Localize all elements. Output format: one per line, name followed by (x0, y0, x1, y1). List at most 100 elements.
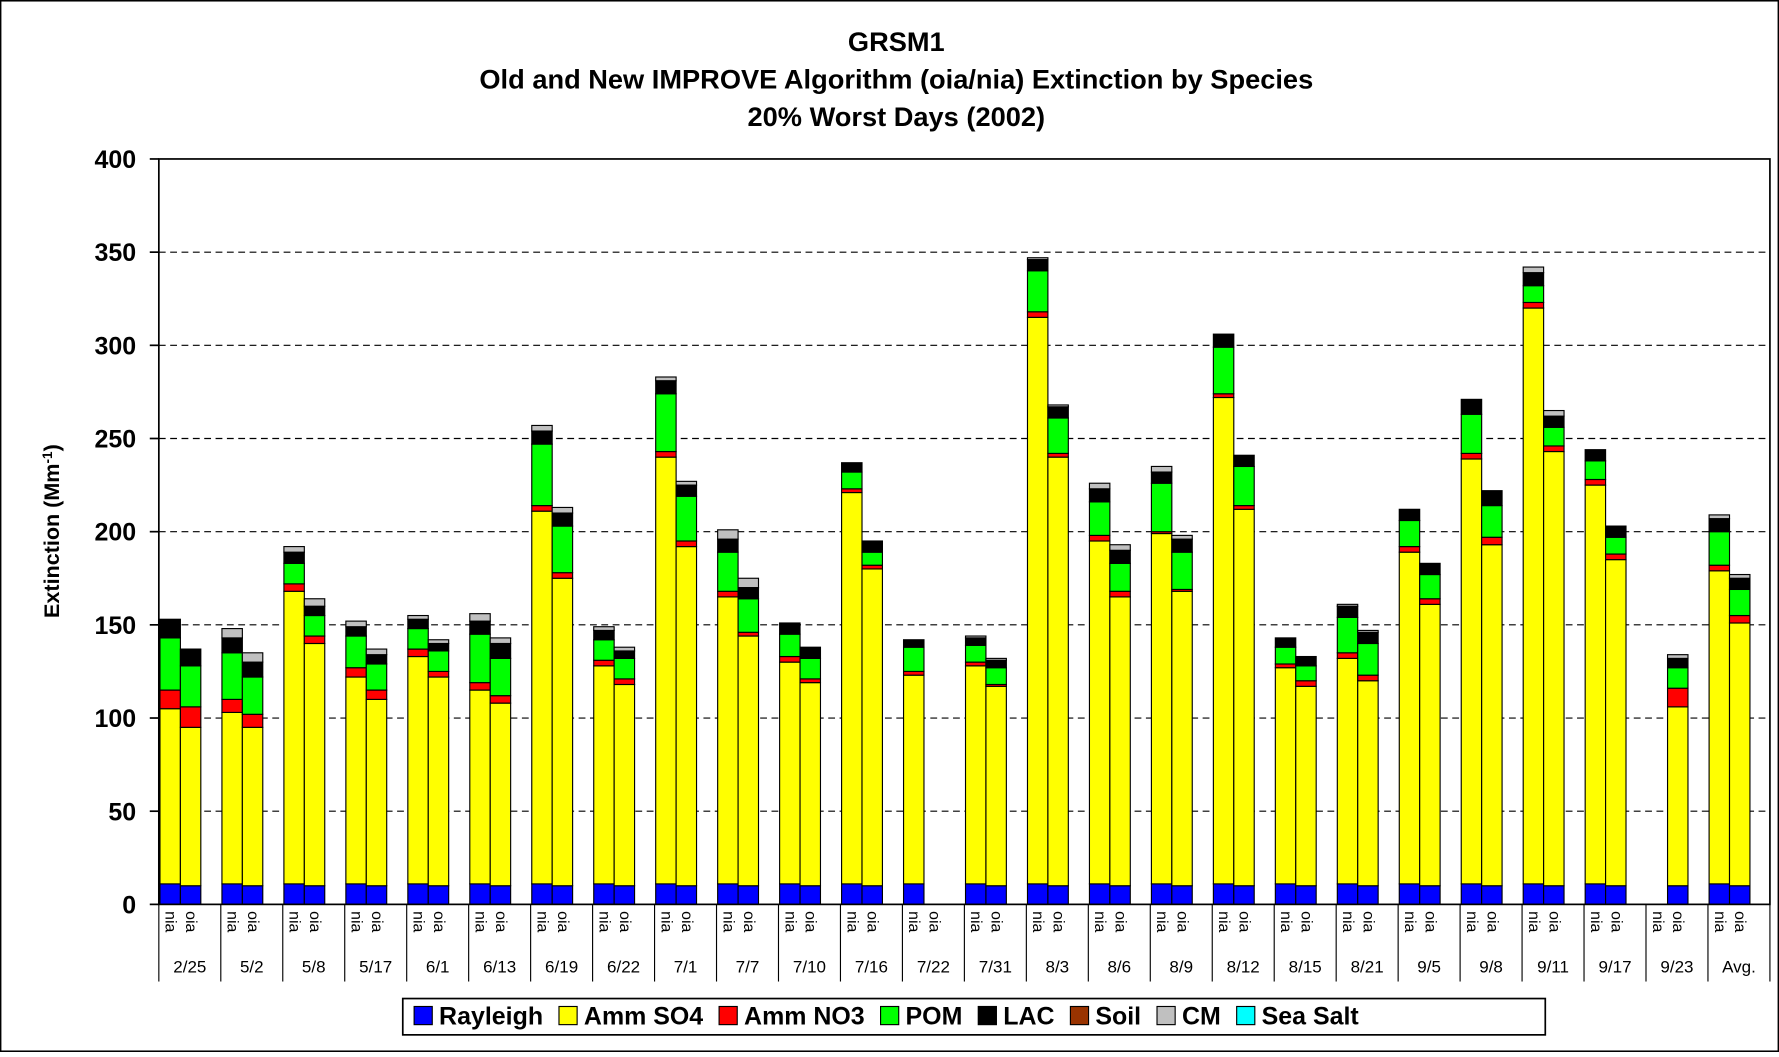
bar-segment (593, 639, 615, 661)
bar-segment (1460, 883, 1483, 905)
bar-segment (1584, 460, 1607, 481)
bar-segment (613, 678, 636, 686)
bar-segment (1336, 603, 1359, 607)
bar-segment (221, 711, 243, 885)
bar-segment (1419, 573, 1441, 600)
x-tick-label: nia (1153, 911, 1170, 932)
bar-segment (1728, 577, 1751, 591)
bar-segment (221, 637, 243, 654)
bar-segment (1047, 406, 1069, 419)
legend-label: Amm SO4 (584, 1003, 703, 1031)
group-label: 6/1 (426, 957, 450, 976)
bar-segment (1522, 301, 1545, 309)
bar-segment (1728, 885, 1751, 905)
x-tick-label: nia (533, 911, 550, 932)
x-tick-label: nia (1215, 911, 1232, 932)
group-label: 6/22 (607, 957, 640, 976)
bar-segment (1088, 488, 1111, 503)
bar-segment (841, 471, 863, 490)
bar-segment (1026, 316, 1049, 885)
legend-label: Soil (1095, 1003, 1141, 1031)
bar-segment (407, 655, 429, 885)
bar-segment (1398, 508, 1421, 522)
bar-segment (1295, 655, 1317, 667)
bar-segment (655, 393, 677, 453)
bar-segment (489, 695, 512, 704)
bar-segment (1212, 333, 1235, 348)
bar-segment (964, 637, 987, 646)
bar-segment (427, 676, 450, 887)
bar-segment (593, 626, 615, 632)
legend-label: Amm NO3 (744, 1003, 865, 1031)
group-label: 9/17 (1598, 957, 1631, 976)
bar-segment (179, 665, 202, 708)
bar-segment (179, 885, 202, 905)
x-tick-label: oia (926, 911, 943, 932)
x-tick-label: oia (616, 911, 633, 932)
bar-segment (1233, 885, 1255, 905)
bar-segment (1522, 883, 1545, 905)
bar-segment (613, 646, 636, 652)
bar-segment (1109, 562, 1131, 592)
bar-segment (531, 430, 553, 445)
bar-segment (1150, 883, 1173, 905)
bar-segment (1605, 536, 1627, 555)
bar-segment (1109, 590, 1131, 598)
bar-segment (1666, 657, 1689, 669)
bar-segment (427, 650, 450, 673)
bar-segment (1357, 885, 1379, 905)
bar-segment (551, 525, 574, 574)
group-label: 5/17 (359, 957, 392, 976)
x-tick-label: oia (1359, 911, 1376, 932)
bar-segment (799, 885, 822, 905)
bar-segment (779, 655, 801, 663)
x-tick-label: oia (554, 911, 571, 932)
x-tick-label: nia (843, 911, 860, 932)
bar-segment (1584, 478, 1607, 486)
bar-segment (1212, 396, 1235, 885)
group-label: 8/15 (1289, 957, 1322, 976)
bar-segment (1212, 346, 1235, 395)
x-tick-label: oia (492, 911, 509, 932)
x-tick-label: nia (162, 911, 179, 932)
bar-segment (655, 883, 677, 905)
bar-segment (1728, 614, 1751, 624)
x-tick-label: oia (1112, 911, 1129, 932)
y-tick-label: 200 (95, 519, 137, 547)
bar-segment (159, 689, 181, 710)
bar-segment (303, 605, 326, 617)
bar-segment (964, 635, 987, 639)
group-label: 9/5 (1417, 957, 1441, 976)
bar-segment (469, 613, 491, 622)
bar-segment (799, 682, 822, 887)
bar-segment (1357, 674, 1379, 682)
bar-segment (1336, 652, 1359, 659)
bar-segment (1666, 885, 1689, 905)
bar-segment (531, 443, 553, 507)
bar-segment (1047, 885, 1069, 905)
bar-segment (1171, 538, 1193, 553)
bar-segment (1419, 603, 1441, 887)
bar-segment (365, 689, 388, 700)
bar-segment (1150, 465, 1173, 473)
bar-segment (221, 883, 243, 905)
bar-segment (489, 642, 512, 659)
group-label: 7/31 (979, 957, 1012, 976)
legend-swatch (558, 1005, 578, 1026)
bar-segment (345, 883, 367, 905)
bar-segment (1584, 883, 1607, 905)
bar-segment (283, 562, 305, 585)
bar-segment (1584, 449, 1607, 462)
bar-segment (1481, 490, 1503, 507)
bar-segment (985, 885, 1007, 905)
bar-segment (861, 568, 883, 887)
bar-segment (345, 626, 367, 637)
bar-segment (241, 885, 264, 905)
bar-segment (489, 885, 512, 905)
bar-segment (964, 883, 987, 905)
bar-segment (675, 495, 698, 542)
bar-segment (841, 883, 863, 905)
bar-segment (613, 650, 636, 659)
x-tick-label: oia (1607, 911, 1624, 932)
